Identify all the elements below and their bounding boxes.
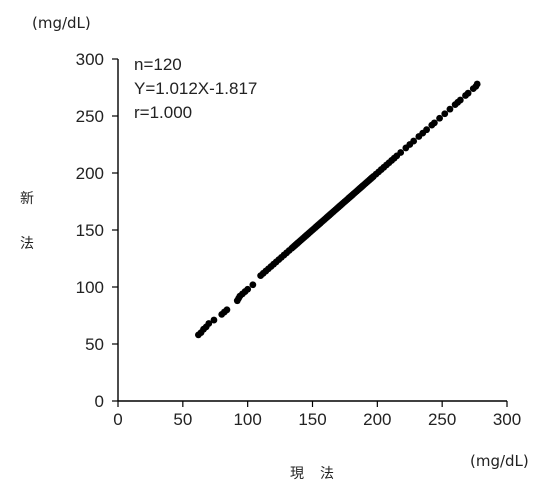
x-axis-label-char-2: 法 <box>320 466 334 482</box>
tick-labels: 0 50 100 150 200 250 300 0 50 100 150 200 250 300 <box>76 50 522 429</box>
x-tick-label: 250 <box>428 410 456 429</box>
y-tick-label: 100 <box>76 278 104 297</box>
y-tick-label: 150 <box>76 221 104 240</box>
x-axis-label-char-1: 現 <box>290 466 304 482</box>
data-point <box>423 126 431 134</box>
data-point <box>205 320 213 327</box>
data-point <box>397 149 405 156</box>
data-point <box>456 96 464 104</box>
y-unit-label: (mg/dL) <box>32 14 91 32</box>
data-point <box>410 137 418 145</box>
x-unit-label: (mg/dL) <box>470 452 529 470</box>
y-axis-label-char-1: 新 <box>20 191 34 207</box>
x-tick-label: 100 <box>233 410 261 429</box>
y-tick-label: 200 <box>76 164 104 183</box>
x-tick-label: 50 <box>173 410 192 429</box>
y-tick-label: 0 <box>95 392 104 411</box>
data-point <box>210 316 218 324</box>
y-tick-label: 50 <box>85 335 104 354</box>
stat-r: r=1.000 <box>134 103 192 122</box>
stat-n: n=120 <box>134 55 182 74</box>
stat-equation: Y=1.012X-1.817 <box>134 79 257 98</box>
data-point <box>473 80 481 88</box>
data-point <box>249 281 257 289</box>
y-axis-label-char-2: 法 <box>20 236 34 252</box>
x-tick-label: 200 <box>363 410 391 429</box>
x-tick-label: 300 <box>493 410 521 429</box>
axes <box>112 58 508 407</box>
x-tick-label: 0 <box>113 410 122 429</box>
data-point <box>441 110 449 118</box>
data-point <box>223 306 231 314</box>
data-point <box>464 89 472 97</box>
data-point <box>436 114 443 122</box>
data-points <box>194 80 481 339</box>
data-point <box>244 285 252 293</box>
y-tick-label: 250 <box>76 107 104 126</box>
data-point <box>446 105 454 113</box>
y-tick-label: 300 <box>76 50 104 69</box>
data-point <box>430 119 438 127</box>
x-tick-label: 150 <box>298 410 326 429</box>
